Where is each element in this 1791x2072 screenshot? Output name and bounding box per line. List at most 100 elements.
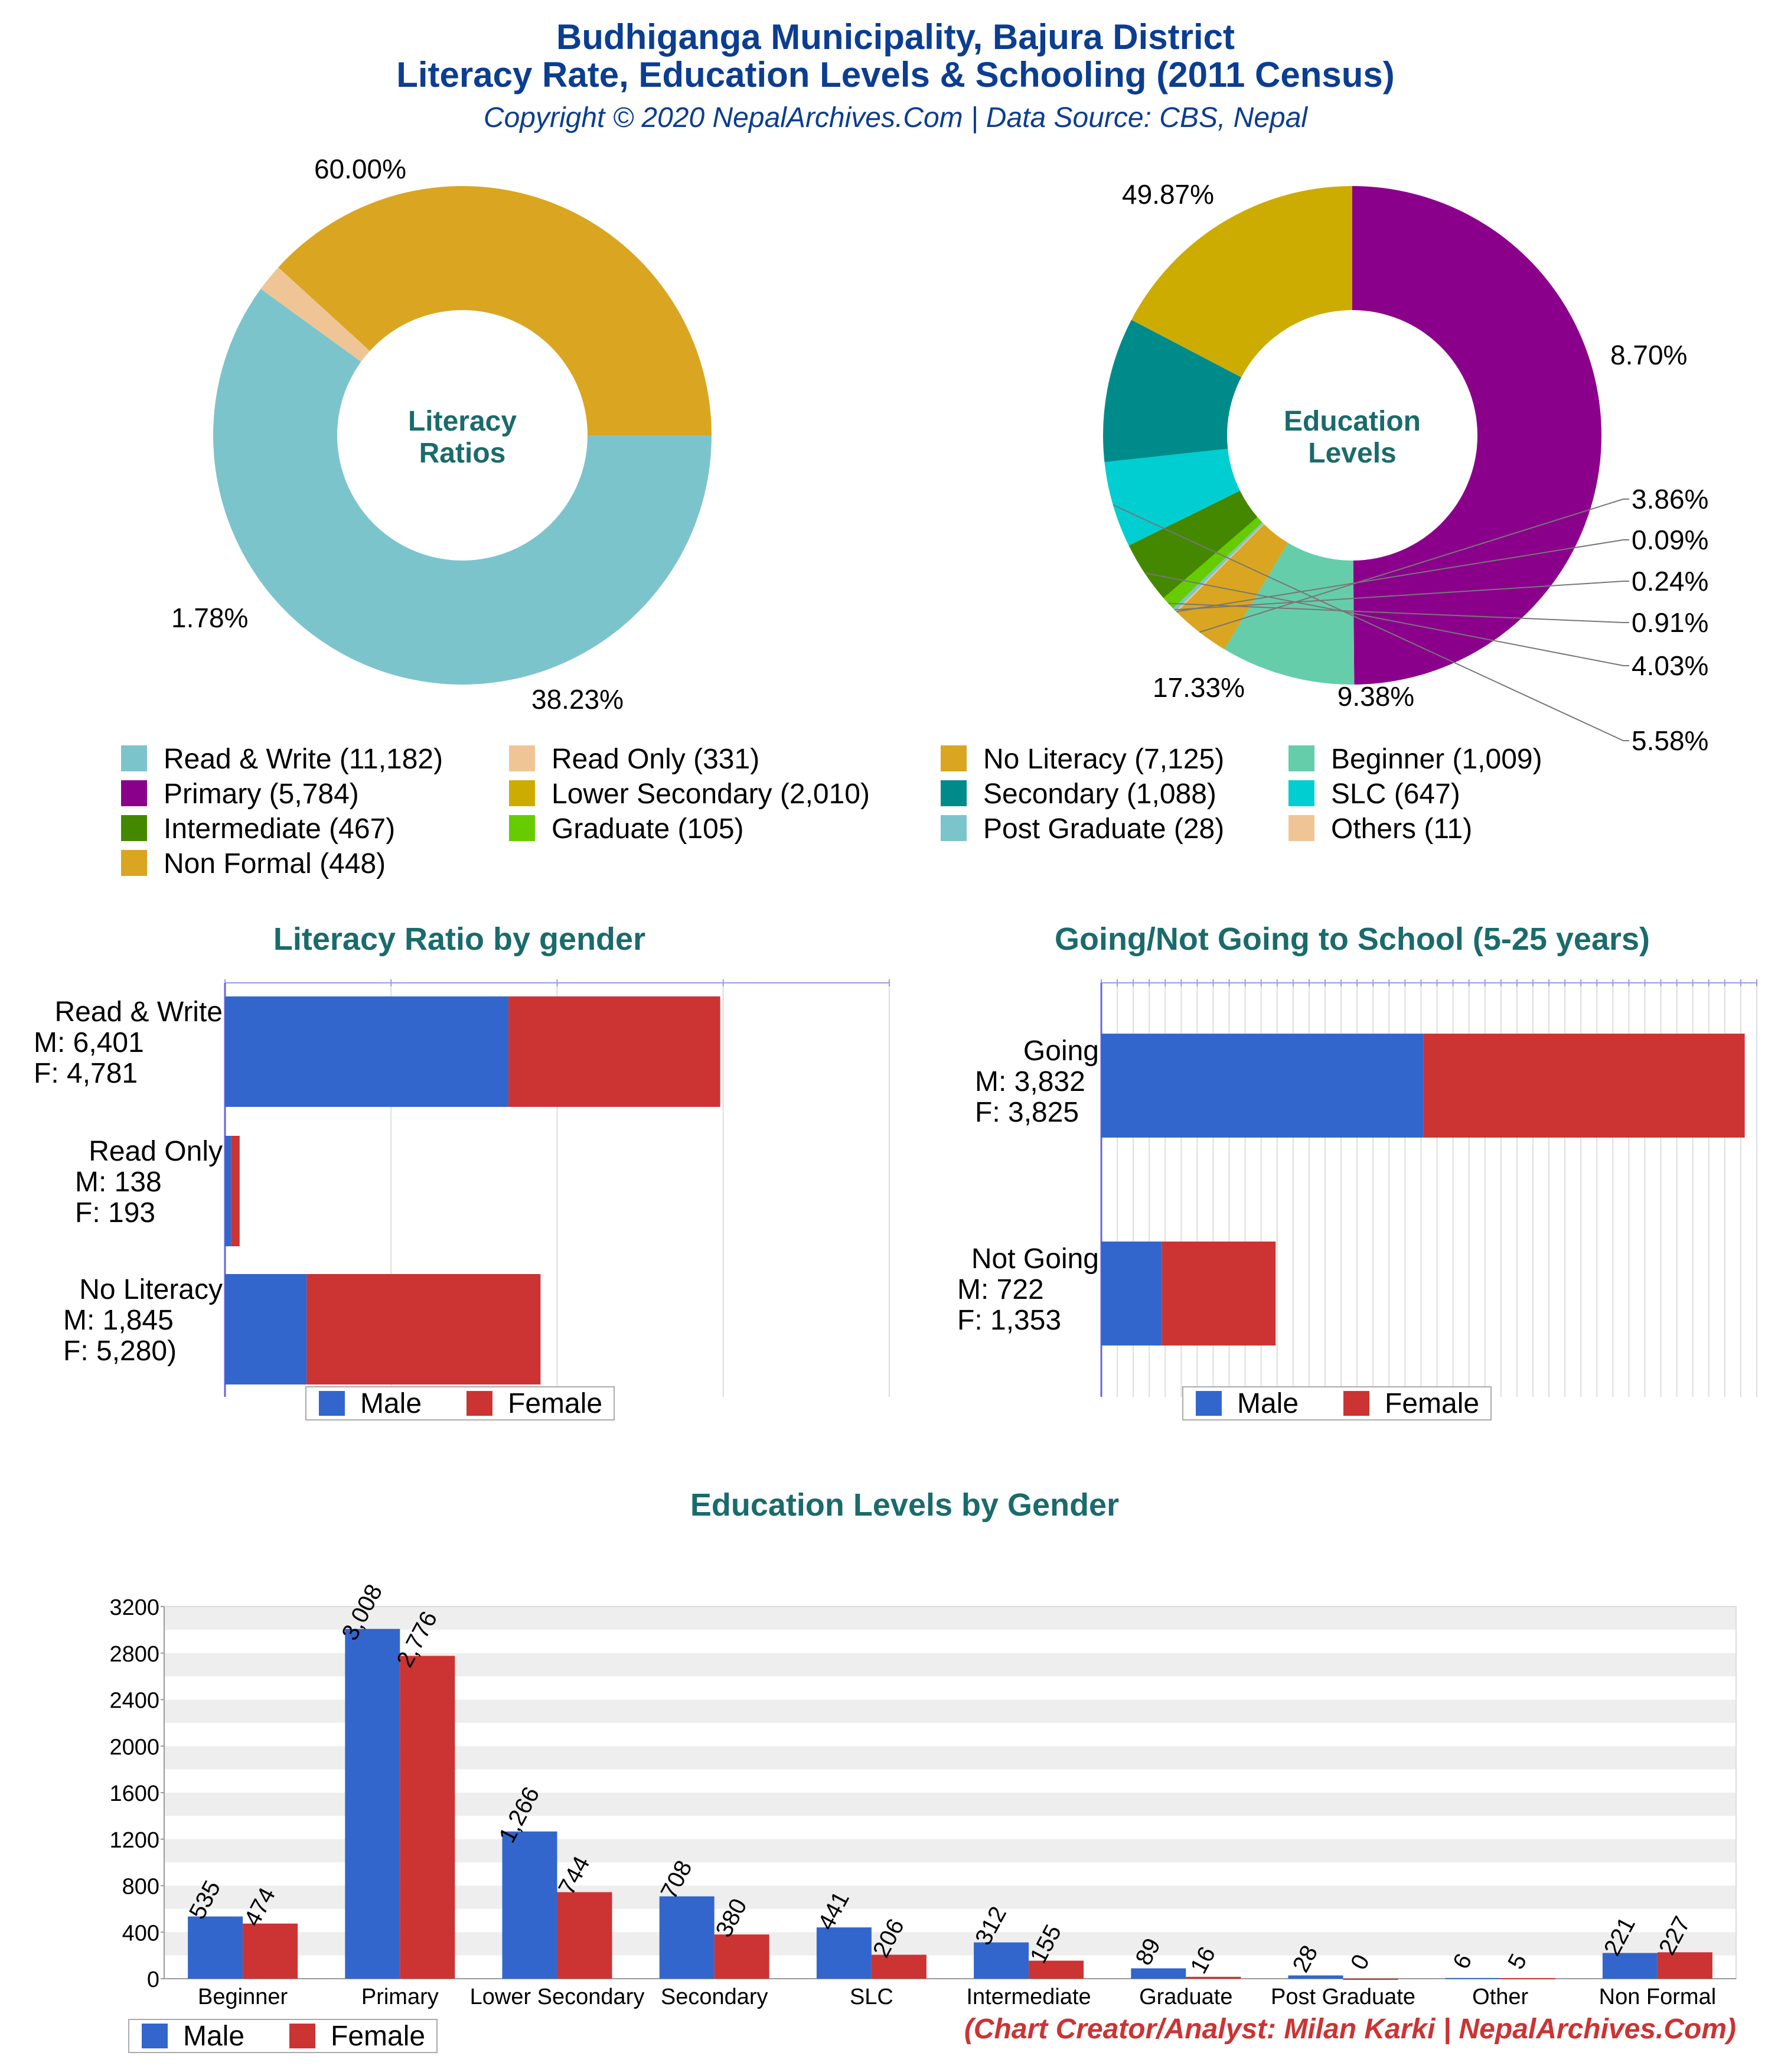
legend-swatch-primary	[121, 780, 147, 806]
edu-gender-bar-male-graduate	[1131, 1968, 1186, 1979]
school-going-legend-female-swatch	[1343, 1391, 1369, 1416]
edu-gender-xtick-intermediate: Intermediate	[966, 1985, 1091, 2009]
literacy-gender-bar-female-read-write	[508, 996, 720, 1107]
edu-gender-bar-female-intermediate	[1029, 1960, 1084, 1979]
legend-swatch-read-only	[509, 745, 535, 771]
school-going-legend-male-label: Male	[1237, 1388, 1299, 1419]
literacy-donut-pct-no-literacy: 38.23%	[531, 684, 624, 715]
legend-swatch-read-write	[121, 745, 147, 771]
edu-gender-xtick-non-formal: Non Formal	[1599, 1985, 1717, 2009]
literacy-donut-pct-read-only: 1.78%	[171, 602, 248, 633]
literacy-gender-label-no-literacy-2: F: 5,280)	[63, 1335, 177, 1367]
literacy-donut-slice-read-write	[213, 289, 712, 685]
edu-gender-xtick-secondary: Secondary	[661, 1985, 768, 2009]
education-donut-pct-intermediate: 4.03%	[1632, 650, 1708, 681]
edu-gender-legend-male-swatch	[142, 2024, 168, 2048]
legend-label-others: Others (11)	[1331, 813, 1472, 845]
literacy-gender-bar-male-read-write	[225, 996, 509, 1107]
education-donut-pct-secondary: 9.38%	[1337, 681, 1414, 712]
legend-swatch-intermediate	[121, 815, 147, 841]
edu-gender-bar-female-primary	[400, 1656, 455, 1979]
edu-gender-ytick: 400	[122, 1921, 159, 1946]
edu-gender-bar-male-lower-secondary	[502, 1831, 557, 1979]
education-donut-pct-slc: 5.58%	[1632, 725, 1708, 756]
education-donut-slice-beginner	[1224, 542, 1355, 685]
edu-gender-bar-male-beginner	[188, 1916, 243, 1979]
education-donut-slice-non-formal	[1176, 524, 1288, 650]
legend-label-non-formal: Non Formal (448)	[164, 848, 386, 879]
school-going-legend-box	[1182, 1386, 1492, 1421]
edu-gender-xtick-post-graduate: Post Graduate	[1271, 1985, 1415, 2009]
edu-gender-bar-female-lower-secondary	[557, 1892, 612, 1979]
education-donut-pct-non-formal: 3.86%	[1632, 484, 1708, 514]
footer-credit: (Chart Creator/Analyst: Milan Karki | Ne…	[964, 2014, 1736, 2045]
edu-gender-ytick: 2400	[109, 1689, 159, 1713]
literacy-gender-bar-female-read-only	[231, 1136, 240, 1246]
edu-gender-bar-female-secondary	[714, 1934, 769, 1979]
education-donut-pct-primary: 49.87%	[1122, 179, 1214, 210]
school-going-label-going-1: M: 3,832	[975, 1066, 1085, 1097]
school-going-bar-male-not-going	[1101, 1242, 1162, 1346]
subtitle: Copyright © 2020 NepalArchives.Com | Dat…	[483, 102, 1308, 133]
legend-swatch-graduate	[509, 815, 535, 841]
literacy-gender-label-read-only-2: F: 193	[75, 1197, 155, 1229]
literacy-gender-bar-male-read-only	[225, 1136, 231, 1246]
school-going-legend-male-swatch	[1196, 1391, 1222, 1416]
education-donut-leader-others	[1176, 539, 1629, 613]
legend-swatch-slc	[1288, 780, 1314, 806]
legend-swatch-non-formal	[121, 850, 147, 876]
literacy-gender-label-read-write-1: M: 6,401	[34, 1027, 144, 1058]
school-going-legend-female-label: Female	[1385, 1388, 1479, 1419]
legend-label-slc: SLC (647)	[1331, 778, 1460, 810]
literacy-donut-center-label-1: Literacy	[408, 406, 517, 437]
edu-gender-bar-male-secondary	[659, 1896, 715, 1979]
education-donut-slice-post-graduate	[1173, 522, 1264, 611]
edu-gender-xtick-lower-secondary: Lower Secondary	[470, 1985, 645, 2009]
legend-label-read-only: Read Only (331)	[552, 744, 759, 775]
school-going-bar-female-not-going	[1162, 1242, 1276, 1346]
literacy-gender-bar-male-no-literacy	[225, 1274, 307, 1384]
edu-gender-legend-female-label: Female	[331, 2021, 425, 2052]
education-donut-leader-slc	[1113, 504, 1629, 741]
education-donut-slice-intermediate	[1128, 490, 1258, 598]
edu-gender-ytick: 1600	[109, 1781, 159, 1806]
edu-gender-bar-female-non-formal	[1657, 1952, 1712, 1979]
legend-label-secondary: Secondary (1,088)	[983, 778, 1216, 810]
edu-gender-bar-male-post-graduate	[1288, 1975, 1343, 1979]
edu-gender-value-male-beginner: 535	[184, 1876, 226, 1924]
education-donut-leader-non-formal	[1199, 499, 1629, 633]
legend-label-beginner: Beginner (1,009)	[1331, 744, 1542, 775]
literacy-donut-slice-no-literacy	[278, 185, 712, 435]
education-donut-leader-post-graduate	[1174, 581, 1629, 611]
legend-swatch-others	[1288, 815, 1314, 841]
literacy-gender-legend-female-label: Female	[508, 1388, 602, 1419]
legend-label-post-graduate: Post Graduate (28)	[983, 813, 1224, 845]
edu-gender-ytick: 1200	[109, 1828, 159, 1853]
school-going-title: Going/Not Going to School (5-25 years)	[1055, 921, 1650, 957]
edu-gender-xtick-graduate: Graduate	[1139, 1985, 1232, 2009]
edu-gender-bar-female-slc	[871, 1954, 927, 1979]
literacy-gender-legend-male-label: Male	[360, 1388, 422, 1419]
title-line-1: Budhiganga Municipality, Bajura District	[556, 17, 1235, 57]
edu-gender-title: Education Levels by Gender	[690, 1487, 1119, 1523]
literacy-donut-slice-read-only	[260, 267, 370, 362]
edu-gender-ytick: 800	[122, 1875, 159, 1900]
literacy-gender-label-no-literacy-1: M: 1,845	[63, 1305, 174, 1336]
edu-gender-xtick-primary: Primary	[361, 1985, 439, 2009]
education-donut-pct-post-graduate: 0.24%	[1632, 566, 1708, 597]
education-donut-leader-intermediate	[1144, 572, 1629, 666]
legend-swatch-post-graduate	[941, 815, 967, 841]
education-donut-pct-lower-secondary: 17.33%	[1153, 672, 1245, 703]
edu-gender-bar-male-slc	[816, 1927, 872, 1979]
school-going-bar-male-going	[1101, 1034, 1424, 1138]
literacy-gender-legend-female-swatch	[466, 1391, 492, 1416]
literacy-gender-legend-box	[305, 1386, 615, 1421]
education-donut-slice-primary	[1352, 186, 1601, 685]
legend-label-lower-secondary: Lower Secondary (2,010)	[552, 778, 870, 810]
edu-gender-ytick: 3200	[109, 1595, 159, 1620]
literacy-gender-label-no-literacy-0: No Literacy	[79, 1274, 223, 1305]
education-donut-center-label-2: Levels	[1308, 438, 1396, 469]
literacy-gender-label-read-only-0: Read Only	[89, 1136, 223, 1167]
school-going-bar-female-going	[1423, 1034, 1745, 1138]
